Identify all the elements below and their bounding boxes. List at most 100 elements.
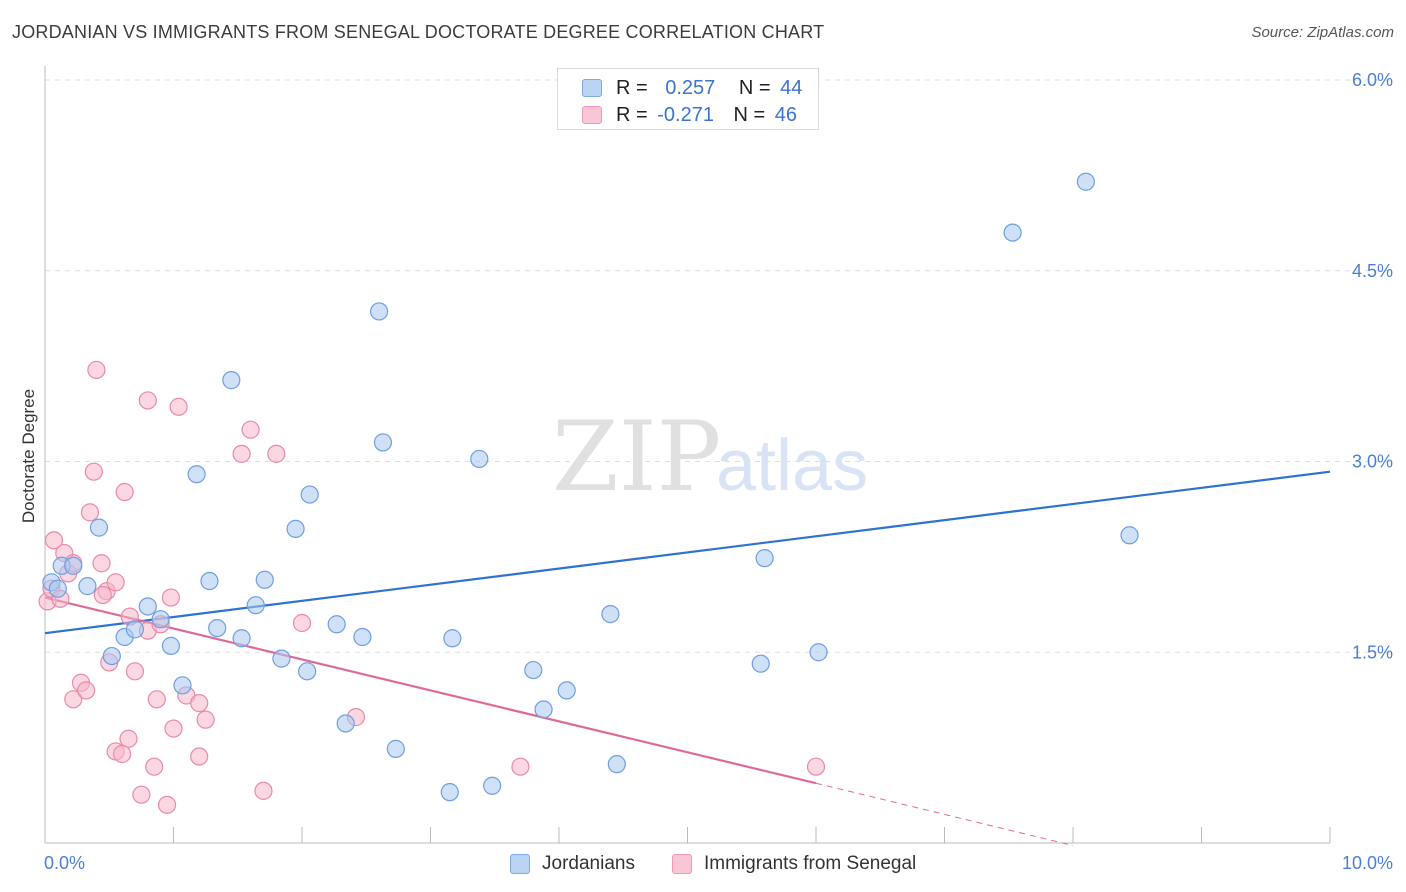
legend-n-value: 44: [780, 77, 803, 99]
trend-layer: [44, 470, 1331, 847]
point-senegal: [267, 444, 286, 463]
point-jordanian: [200, 571, 219, 591]
point-jordanian: [300, 485, 319, 504]
legend-swatch-blue: [582, 79, 602, 97]
point-senegal: [190, 694, 209, 713]
point-jordanian: [755, 549, 774, 568]
point-senegal: [254, 781, 273, 800]
point-jordanian: [151, 610, 170, 629]
legend-r-label: R =: [616, 77, 648, 99]
point-senegal: [147, 690, 166, 709]
grid-layer: [45, 79, 1392, 653]
point-senegal: [92, 554, 111, 573]
point-jordanian: [125, 620, 145, 639]
point-senegal: [93, 585, 112, 605]
point-jordanian: [370, 302, 389, 321]
point-jordanian: [1120, 526, 1139, 545]
point-jordanian: [809, 643, 828, 662]
point-jordanian: [327, 615, 346, 634]
point-senegal: [145, 757, 164, 776]
point-senegal: [241, 420, 260, 439]
ticks-layer: 1.5% 3.0% 4.5% 6.0% 0.0% 10.0%: [44, 70, 1393, 873]
legend-text: R = 0.257 N = 44: [616, 77, 802, 100]
point-jordanian: [272, 649, 291, 668]
legend-n-value: 46: [774, 104, 798, 126]
point-senegal: [119, 729, 138, 748]
x-tick-label: 0.0%: [44, 853, 85, 873]
point-senegal: [132, 785, 151, 804]
point-jordanian: [298, 662, 317, 681]
point-senegal: [511, 757, 530, 776]
point-senegal: [64, 690, 83, 709]
point-jordanian: [336, 714, 355, 733]
point-senegal: [232, 444, 251, 463]
y-tick-label: 4.5%: [1352, 261, 1393, 281]
point-jordanian: [48, 579, 67, 598]
point-jordanian: [373, 433, 393, 452]
point-senegal: [115, 482, 134, 502]
y-tick-label: 6.0%: [1352, 70, 1393, 90]
point-jordanian: [173, 676, 192, 695]
trend-line-senegal-extension: [815, 782, 1074, 847]
point-senegal: [80, 503, 100, 522]
chart-title: JORDANIAN VS IMMIGRANTS FROM SENEGAL DOC…: [12, 22, 825, 42]
chart-source: Source: ZipAtlas.com: [1251, 24, 1394, 41]
point-jordanian: [386, 739, 405, 758]
point-senegal: [161, 588, 181, 607]
point-jordanian: [286, 519, 305, 538]
point-senegal: [125, 662, 145, 681]
point-senegal: [112, 744, 132, 764]
point-jordanian: [1003, 223, 1022, 242]
point-senegal: [44, 531, 64, 550]
legend-n-label: N =: [733, 104, 766, 126]
y-tick-label: 1.5%: [1352, 642, 1393, 662]
point-jordanian: [524, 660, 543, 680]
point-senegal: [196, 710, 215, 729]
axes-layer: [44, 66, 1331, 844]
point-jordanian: [483, 776, 502, 795]
point-senegal: [806, 757, 826, 776]
bottom-legend-swatch-blue: [510, 854, 530, 874]
bottom-legend-label: Immigrants from Senegal: [704, 853, 917, 874]
bottom-legend-swatch-pink: [672, 854, 692, 874]
point-jordanian: [78, 577, 97, 596]
point-jordanian: [89, 518, 109, 537]
point-senegal: [77, 681, 96, 700]
point-senegal: [169, 397, 188, 416]
point-jordanian: [255, 570, 274, 589]
bottom-legend: Jordanians Immigrants from Senegal: [0, 852, 1406, 878]
watermark: ZIP atlas: [552, 401, 868, 513]
point-jordanian: [138, 597, 157, 616]
point-jordanian: [187, 465, 206, 484]
points-layer: [38, 172, 1139, 814]
trend-line-senegal: [44, 596, 817, 785]
y-axis-label: Doctorate Degree: [19, 389, 38, 523]
point-jordanian: [246, 596, 265, 615]
point-jordanian: [601, 604, 620, 624]
point-senegal: [164, 719, 183, 738]
point-jordanian: [440, 783, 459, 802]
point-jordanian: [751, 654, 770, 673]
legend-text: R = -0.271 N = 46: [616, 104, 797, 127]
legend: R = 0.257 N = 44 R = -0.271 N = 46: [557, 68, 819, 130]
point-jordanian: [607, 755, 626, 774]
point-jordanian: [161, 636, 181, 655]
point-jordanian: [557, 681, 576, 700]
point-jordanian: [232, 629, 251, 648]
point-jordanian: [1076, 172, 1095, 191]
point-senegal: [190, 747, 209, 766]
point-jordanian: [443, 629, 462, 648]
point-jordanian: [222, 371, 241, 390]
bottom-legend-label: Jordanians: [542, 853, 635, 874]
point-senegal: [292, 613, 312, 633]
y-tick-label: 3.0%: [1352, 452, 1393, 472]
point-senegal: [106, 573, 125, 592]
watermark-zip: ZIP: [552, 401, 721, 513]
legend-r-label: R =: [616, 104, 648, 126]
point-jordanian: [64, 556, 83, 575]
legend-r-value: 0.257: [665, 77, 716, 99]
point-jordanian: [353, 627, 372, 647]
point-jordanian: [102, 646, 121, 666]
point-senegal: [157, 795, 177, 814]
